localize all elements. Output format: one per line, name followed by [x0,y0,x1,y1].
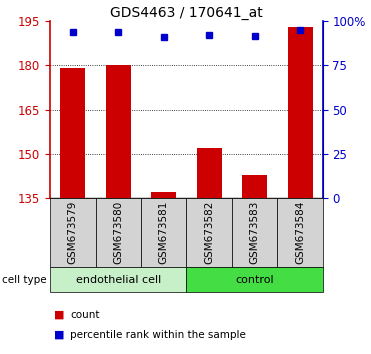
Text: count: count [70,310,100,320]
Bar [151,192,176,198]
Text: GSM673580: GSM673580 [113,201,123,264]
Text: GSM673579: GSM673579 [68,201,78,264]
Text: endothelial cell: endothelial cell [76,275,161,285]
Bar [197,148,221,198]
Text: ■: ■ [54,310,64,320]
Bar [288,27,312,198]
Bar [106,65,131,198]
Text: GSM673583: GSM673583 [250,201,260,264]
Bar [60,68,85,198]
Text: control: control [235,275,274,285]
Bar [242,175,267,198]
Text: cell type  ▶: cell type ▶ [2,275,61,285]
Text: ■: ■ [54,330,64,339]
Text: GSM673584: GSM673584 [295,201,305,264]
Text: GSM673582: GSM673582 [204,201,214,264]
Text: GSM673581: GSM673581 [159,201,169,264]
Title: GDS4463 / 170641_at: GDS4463 / 170641_at [110,6,263,20]
Text: percentile rank within the sample: percentile rank within the sample [70,330,246,339]
